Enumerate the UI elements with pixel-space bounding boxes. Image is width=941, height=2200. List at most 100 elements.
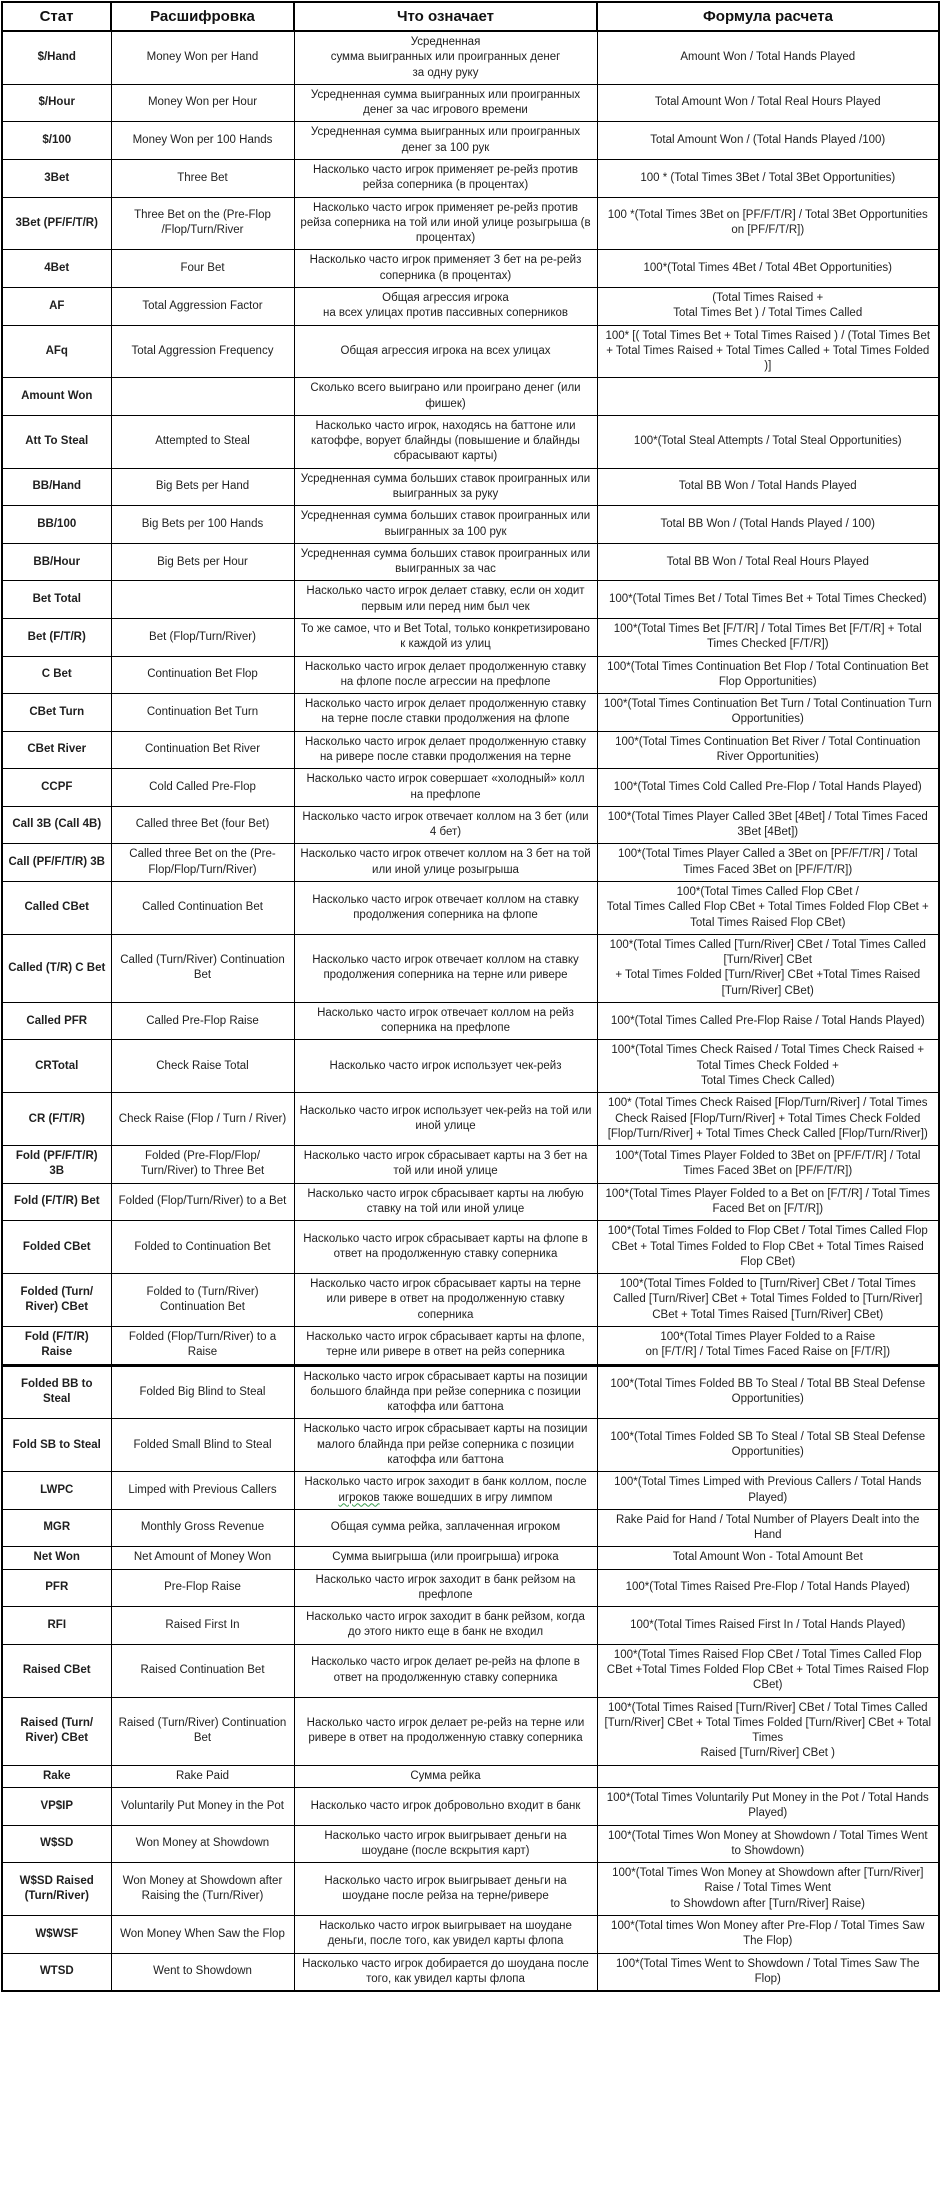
stat-cell: Rake xyxy=(1,1764,112,1789)
stat-cell: Folded (Turn/ River) CBet xyxy=(1,1273,112,1327)
meaning-cell: Насколько часто игрок отвечает коллом на… xyxy=(293,933,598,1003)
formula-cell: Total BB Won / (Total Hands Played / 100… xyxy=(596,505,940,544)
expansion-cell: Raised Continuation Bet xyxy=(110,1643,295,1698)
expansion-cell: Three Bet xyxy=(110,158,295,198)
expansion-cell: Won Money at Showdown xyxy=(110,1824,295,1864)
meaning-cell: Усредненная сумма выигранных или проигра… xyxy=(293,30,598,85)
expansion-cell: Folded to Continuation Bet xyxy=(110,1220,295,1275)
table-row: AFq Total Aggression Frequency Общая агр… xyxy=(1,324,940,379)
formula-cell: Total BB Won / Total Hands Played xyxy=(596,467,940,507)
table-row: W$SD Raised (Turn/River) Won Money at Sh… xyxy=(1,1862,940,1916)
table-row: Call (PF/F/T/R) 3B Called three Bet on t… xyxy=(1,843,940,882)
stat-cell: Folded CBet xyxy=(1,1220,112,1275)
table-row: BB/Hour Big Bets per Hour Усредненная су… xyxy=(1,542,940,582)
expansion-cell: Three Bet on the (Pre-Flop /Flop/Turn/Ri… xyxy=(110,196,295,251)
expansion-cell: Check Raise (Flop / Turn / River) xyxy=(110,1092,295,1147)
stat-cell: 4Bet xyxy=(1,249,112,288)
formula-cell: 100*(Total Times Bet / Total Times Bet +… xyxy=(596,580,940,619)
stat-cell: CBet River xyxy=(1,730,112,770)
stat-cell: BB/100 xyxy=(1,505,112,544)
expansion-cell: Folded (Flop/Turn/River) to a Raise xyxy=(110,1325,295,1367)
formula-cell: Total Amount Won / (Total Hands Played /… xyxy=(596,121,940,160)
stat-cell: Bet (F/T/R) xyxy=(1,618,112,657)
stat-cell: VP$IP xyxy=(1,1787,112,1826)
formula-cell: 100*(Total Times Player Called 3Bet [4Be… xyxy=(596,805,940,845)
stat-cell: W$SD Raised (Turn/River) xyxy=(1,1862,112,1916)
stat-cell: RFI xyxy=(1,1606,112,1645)
meaning-cell: Насколько часто игрок применяет ре-рейз … xyxy=(293,196,598,251)
expansion-cell: Pre-Flop Raise xyxy=(110,1568,295,1608)
table-row: Rake Rake Paid Сумма рейка xyxy=(1,1764,940,1789)
stat-cell: CBet Turn xyxy=(1,693,112,732)
expansion-cell: Called Continuation Bet xyxy=(110,880,295,935)
meaning-cell: Насколько часто игрок сбрасывает карты н… xyxy=(293,1418,598,1473)
header-cell-stat: Стат xyxy=(1,1,112,32)
formula-cell: 100*(Total Times Player Folded to a Rais… xyxy=(596,1325,940,1367)
formula-cell: 100*(Total Times Check Raised / Total Ti… xyxy=(596,1039,940,1094)
table-row: 3Bet (PF/F/T/R) Three Bet on the (Pre-Fl… xyxy=(1,196,940,251)
meaning-cell: Общая агрессия игрока на всех улицах про… xyxy=(293,286,598,326)
table-row: Called PFR Called Pre-Flop Raise Насколь… xyxy=(1,1001,940,1041)
header-cell-meaning: Что означает xyxy=(293,1,598,32)
expansion-cell: Folded (Pre-Flop/Flop/ Turn/River) to Th… xyxy=(110,1145,295,1184)
expansion-cell: Raised First In xyxy=(110,1606,295,1645)
formula-cell: 100*(Total Times Folded BB To Steal / To… xyxy=(596,1364,940,1420)
formula-cell: (Total Times Raised + Total Times Bet ) … xyxy=(596,286,940,326)
formula-cell: 100*(Total Times Continuation Bet Flop /… xyxy=(596,655,940,695)
meaning-cell: Насколько часто игрок применяет 3 бет на… xyxy=(293,249,598,288)
stat-cell: AF xyxy=(1,286,112,326)
expansion-cell: Called (Turn/River) Continuation Bet xyxy=(110,933,295,1003)
table-row: Net Won Net Amount of Money Won Сумма вы… xyxy=(1,1546,940,1570)
expansion-cell: Net Amount of Money Won xyxy=(110,1546,295,1570)
stat-cell: $/Hand xyxy=(1,30,112,85)
table-row: $/100 Money Won per 100 Hands Усредненна… xyxy=(1,121,940,160)
meaning-cell: Насколько часто игрок сбрасывает карты н… xyxy=(293,1364,598,1420)
stat-cell: MGR xyxy=(1,1508,112,1548)
table-row: Fold (F/T/R) Raise Folded (Flop/Turn/Riv… xyxy=(1,1325,940,1367)
expansion-cell xyxy=(110,377,295,416)
meaning-cell: Насколько часто игрок заходит в банк рей… xyxy=(293,1568,598,1608)
table-header: Стат Расшифровка Что означает Формула ра… xyxy=(1,1,940,32)
meaning-cell: Насколько часто игрок делает ставку, есл… xyxy=(293,580,598,619)
formula-cell: 100*(Total Times Folded SB To Steal / To… xyxy=(596,1418,940,1473)
meaning-cell: Насколько часто игрок, находясь на батто… xyxy=(293,414,598,469)
expansion-cell: Cold Called Pre-Flop xyxy=(110,768,295,807)
stats-table-body: $/Hand Money Won per Hand Усредненная су… xyxy=(1,30,940,1992)
formula-cell: 100*(Total Steal Attempts / Total Steal … xyxy=(596,414,940,469)
meaning-cell: Сколько всего выиграно или проиграно ден… xyxy=(293,377,598,416)
formula-cell: 100*(Total Times Limped with Previous Ca… xyxy=(596,1471,940,1510)
expansion-cell: Money Won per Hour xyxy=(110,83,295,123)
formula-cell: 100*(Total Times Raised Pre-Flop / Total… xyxy=(596,1568,940,1608)
meaning-cell: Насколько часто игрок делает продолженну… xyxy=(293,693,598,732)
stat-cell: CCPF xyxy=(1,768,112,807)
meaning-cell: Насколько часто игрок выигрывает деньги … xyxy=(293,1862,598,1916)
formula-cell: 100*(Total Times Player Folded to a Bet … xyxy=(596,1182,940,1222)
table-row: BB/100 Big Bets per 100 Hands Усредненна… xyxy=(1,505,940,544)
meaning-cell: Насколько часто игрок сбрасывает карты н… xyxy=(293,1273,598,1327)
expansion-cell xyxy=(110,580,295,619)
table-row: Called (T/R) C Bet Called (Turn/River) C… xyxy=(1,933,940,1003)
formula-cell: 100*(Total Times Called Flop CBet / Tota… xyxy=(596,880,940,935)
meaning-cell: Насколько часто игрок отвечает коллом на… xyxy=(293,1001,598,1041)
expansion-cell: Folded Big Blind to Steal xyxy=(110,1364,295,1420)
meaning-cell: Насколько часто игрок выигрывает деньги … xyxy=(293,1824,598,1864)
formula-cell: 100*(Total Times Voluntarily Put Money i… xyxy=(596,1787,940,1826)
stat-cell: $/Hour xyxy=(1,83,112,123)
table-row: Raised CBet Raised Continuation Bet Наск… xyxy=(1,1643,940,1698)
table-row: BB/Hand Big Bets per Hand Усредненная су… xyxy=(1,467,940,507)
table-row: CRTotal Check Raise Total Насколько част… xyxy=(1,1039,940,1094)
stats-glossary-page: Стат Расшифровка Что означает Формула ра… xyxy=(0,0,941,1995)
expansion-cell: Big Bets per Hour xyxy=(110,542,295,582)
meaning-cell: Насколько часто игрок добирается до шоуд… xyxy=(293,1952,598,1992)
table-row: MGR Monthly Gross Revenue Общая сумма ре… xyxy=(1,1508,940,1548)
expansion-cell: Attempted to Steal xyxy=(110,414,295,469)
table-row: VP$IP Voluntarily Put Money in the Pot Н… xyxy=(1,1787,940,1826)
table-row: Folded (Turn/ River) CBet Folded to (Tur… xyxy=(1,1273,940,1327)
formula-cell: 100*(Total Times Called [Turn/River] CBe… xyxy=(596,933,940,1003)
table-row: Called CBet Called Continuation Bet Наск… xyxy=(1,880,940,935)
expansion-cell: Continuation Bet Turn xyxy=(110,693,295,732)
spellcheck-underlined-word: игроков xyxy=(338,1491,380,1504)
header-cell-expansion: Расшифровка xyxy=(110,1,295,32)
expansion-cell: Won Money at Showdown after Raising the … xyxy=(110,1862,295,1916)
meaning-cell: Насколько часто игрок заходит в банк рей… xyxy=(293,1606,598,1645)
